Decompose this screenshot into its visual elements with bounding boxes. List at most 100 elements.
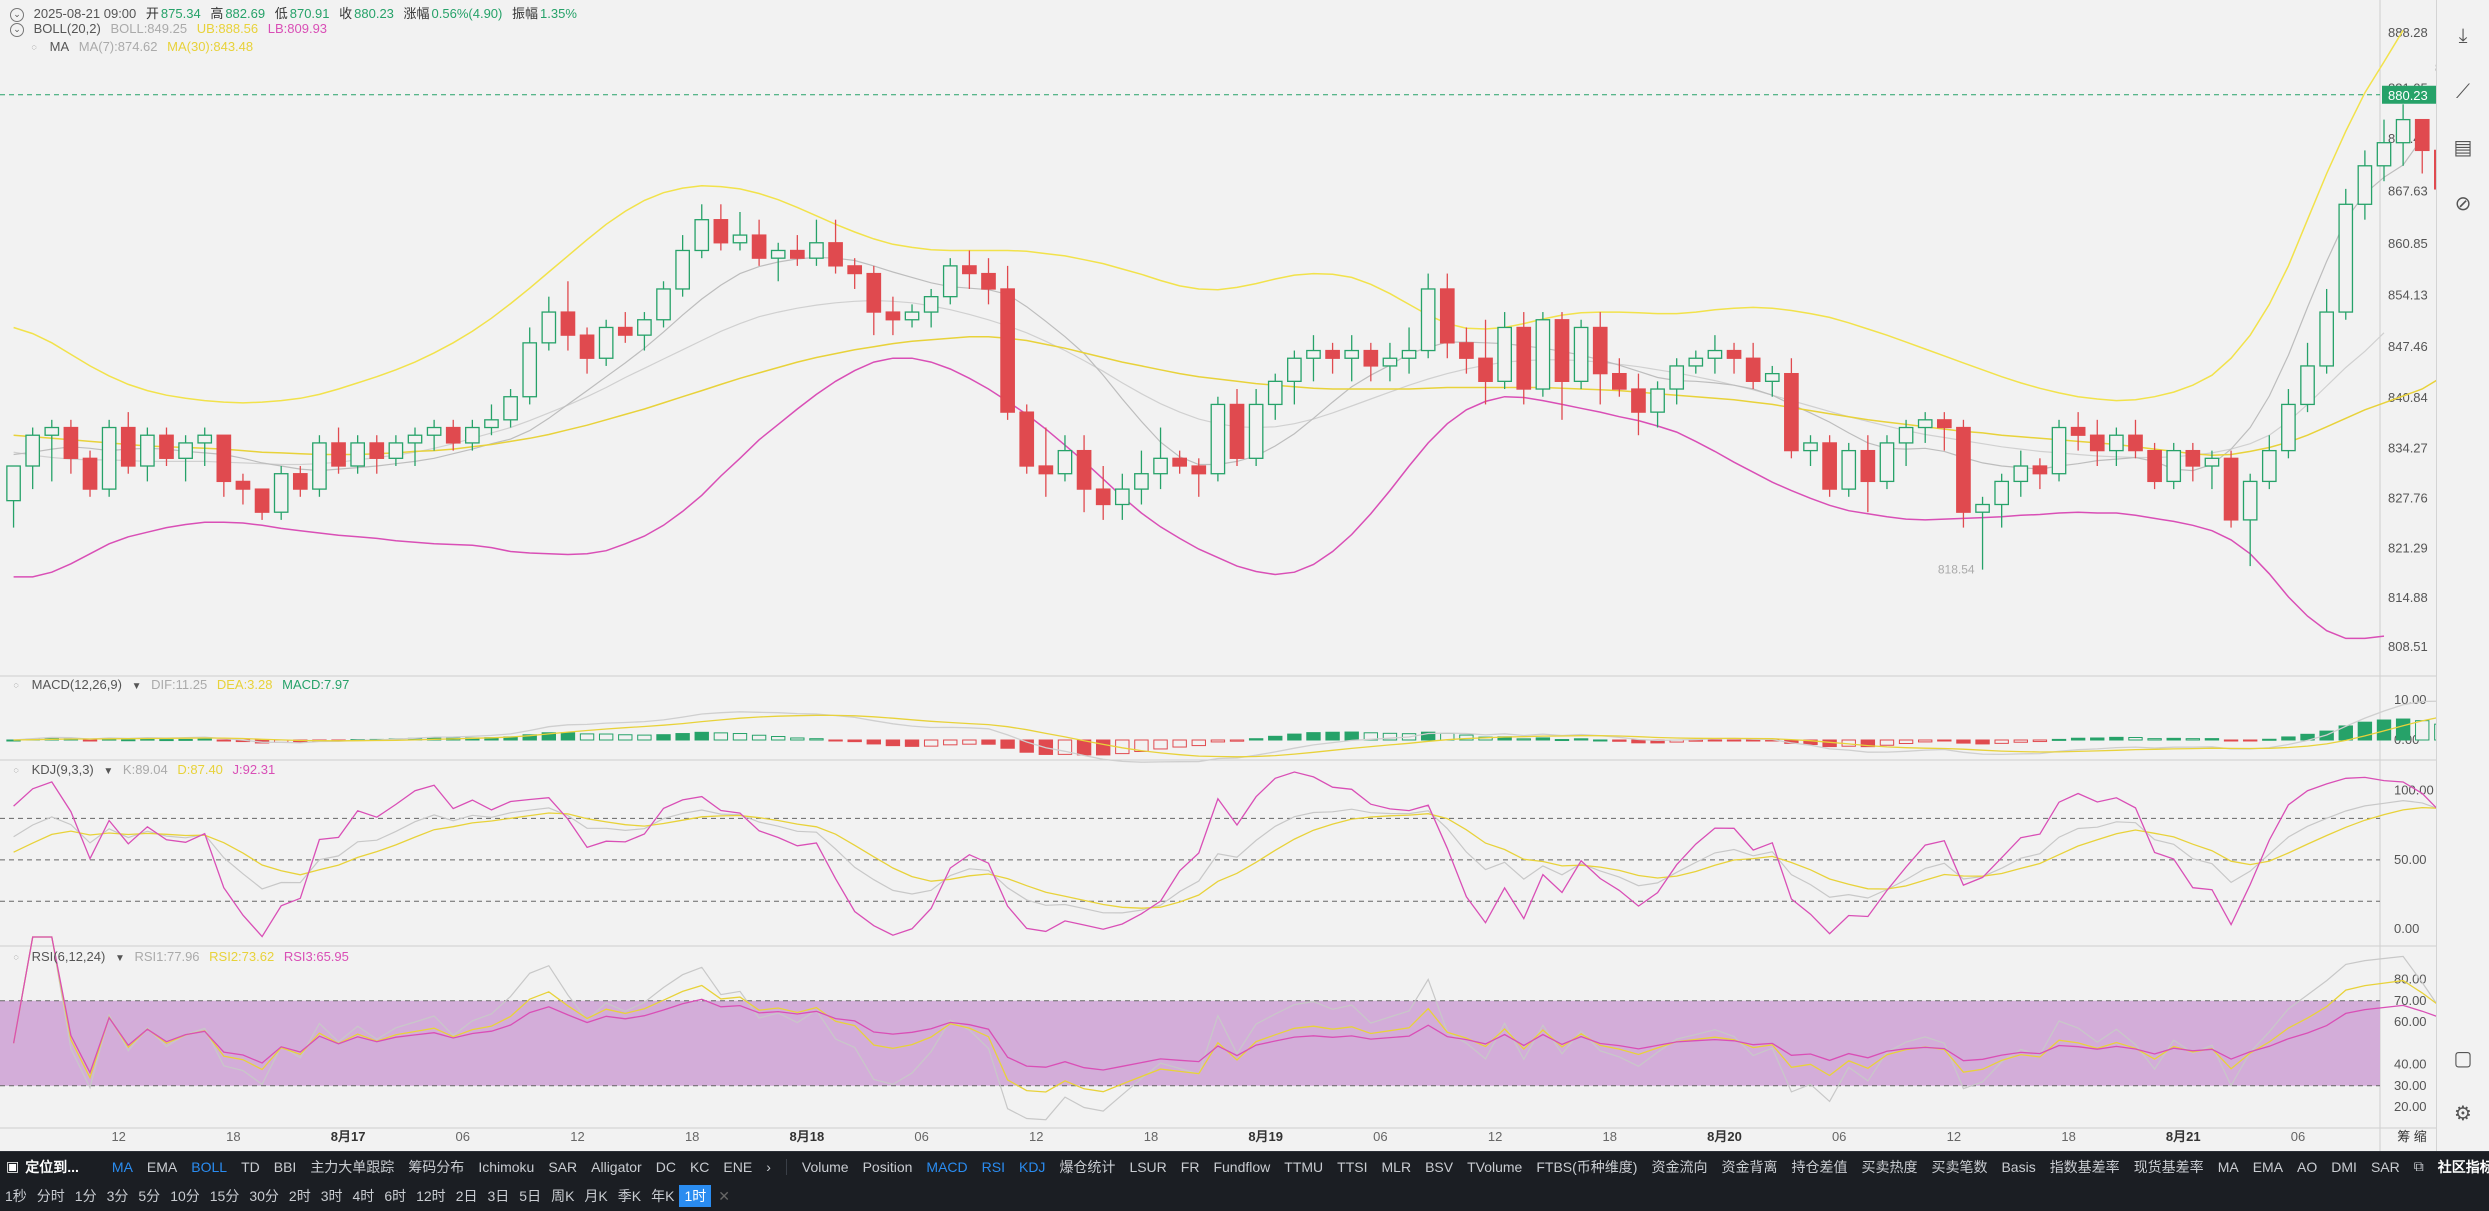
interval-20[interactable]: 1时 <box>679 1185 712 1207</box>
interval-0[interactable]: 1秒 <box>5 1188 27 1204</box>
macd-histogram-bar <box>1535 737 1551 741</box>
candle-body <box>1803 442 1818 452</box>
indicator-4[interactable]: BBI <box>273 1158 297 1175</box>
indicator-22[interactable]: TTMU <box>1284 1158 1324 1175</box>
macd-histogram-bar <box>2204 738 2220 741</box>
indicator-0[interactable]: MA <box>111 1158 133 1175</box>
indicator-11[interactable]: KC <box>689 1158 710 1175</box>
indicator-19[interactable]: LSUR <box>1129 1158 1167 1175</box>
indicator-27[interactable]: FTBS(币种维度) <box>1536 1158 1638 1175</box>
interval-11[interactable]: 6时 <box>384 1188 407 1204</box>
chevron-right-icon[interactable]: › <box>766 1158 771 1175</box>
interval-9[interactable]: 3时 <box>320 1188 343 1204</box>
eye-icon[interactable]: ◌ <box>31 41 37 52</box>
indicator-17[interactable]: KDJ <box>1018 1158 1046 1175</box>
chart-canvas[interactable]: 888.28881.05874.46867.63860.85854.13847.… <box>0 0 2489 1151</box>
interval-12[interactable]: 12时 <box>416 1188 446 1204</box>
indicator-40[interactable]: SAR <box>2370 1158 2400 1175</box>
indicator-28[interactable]: 资金流向 <box>1651 1158 1708 1175</box>
interval-14[interactable]: 3日 <box>487 1188 510 1204</box>
candle-body <box>1420 288 1436 352</box>
macd-histogram-bar <box>1898 739 1914 745</box>
indicator-31[interactable]: 买卖热度 <box>1861 1158 1918 1175</box>
indicator-12[interactable]: ENE <box>723 1158 753 1175</box>
indicator-36[interactable]: MA <box>2217 1158 2239 1175</box>
rsi-name[interactable]: RSI(6,12,24) <box>31 949 106 964</box>
interval-16[interactable]: 周K <box>551 1188 575 1204</box>
indicator-33[interactable]: Basis <box>2001 1158 2036 1175</box>
indicator-7[interactable]: Ichimoku <box>478 1158 535 1175</box>
eye-icon[interactable]: ◌ <box>13 951 19 962</box>
indicator-6[interactable]: 筹码分布 <box>408 1158 465 1175</box>
rsi-menu-icon[interactable]: ▼ <box>114 953 125 964</box>
indicator-13[interactable]: Volume <box>801 1158 849 1175</box>
indicator-21[interactable]: Fundflow <box>1213 1158 1271 1175</box>
line-chart-icon[interactable]: ⟋ <box>2456 81 2470 103</box>
indicator-39[interactable]: DMI <box>2331 1158 2357 1175</box>
indicator-32[interactable]: 买卖笔数 <box>1931 1158 1988 1175</box>
interval-13[interactable]: 2日 <box>455 1188 478 1204</box>
community-icon[interactable]: ⧉ <box>2413 1158 2424 1174</box>
indicator-38[interactable]: AO <box>2297 1158 2318 1175</box>
indicator-15[interactable]: MACD <box>926 1158 968 1175</box>
indicator-37[interactable]: EMA <box>2252 1158 2284 1175</box>
template-icon[interactable]: ▢ <box>2453 1048 2473 1070</box>
eye-icon[interactable]: ◌ <box>13 764 19 775</box>
indicator-5[interactable]: 主力大单跟踪 <box>310 1158 395 1175</box>
indicator-icon[interactable]: ▤ <box>2453 137 2473 159</box>
interval-19[interactable]: 年K <box>651 1188 675 1204</box>
macd-menu-icon[interactable]: ▼ <box>131 681 142 692</box>
indicator-10[interactable]: DC <box>655 1158 676 1175</box>
pin-indicator[interactable]: ▣ 定位到... <box>0 1157 89 1177</box>
indicator-8[interactable]: SAR <box>548 1158 578 1175</box>
interval-8[interactable]: 2时 <box>288 1188 311 1204</box>
macd-histogram-bar <box>885 739 901 747</box>
indicator-3[interactable]: TD <box>241 1158 260 1175</box>
indicator-1[interactable]: EMA <box>146 1158 178 1175</box>
settings-icon[interactable]: ⚙ <box>2454 1103 2472 1125</box>
kdj-name[interactable]: KDJ(9,3,3) <box>31 762 94 777</box>
collapse-icon[interactable]: ⌄ <box>10 22 24 37</box>
candle-body <box>1210 403 1226 475</box>
kdj-menu-icon[interactable]: ▼ <box>103 766 114 777</box>
interval-2[interactable]: 1分 <box>74 1188 97 1204</box>
macd-histogram-bar <box>1918 739 1933 743</box>
indicator-26[interactable]: TVolume <box>1467 1158 1523 1175</box>
interval-1[interactable]: 分时 <box>36 1188 65 1204</box>
interval-6[interactable]: 15分 <box>209 1188 240 1204</box>
indicator-16[interactable]: RSI <box>981 1158 1005 1175</box>
indicator-23[interactable]: TTSI <box>1337 1158 1368 1175</box>
interval-5[interactable]: 10分 <box>170 1188 200 1204</box>
indicator-25[interactable]: BSV <box>1425 1158 1454 1175</box>
indicator-35[interactable]: 现货基差率 <box>2133 1158 2204 1175</box>
candle-body <box>445 426 461 444</box>
interval-10[interactable]: 4时 <box>352 1188 375 1204</box>
interval-15[interactable]: 5日 <box>519 1188 542 1204</box>
community-indicators-button[interactable]: 社区指标 <box>2437 1158 2489 1175</box>
boll-name[interactable]: BOLL(20,2) <box>33 21 101 36</box>
macd-name[interactable]: MACD(12,26,9) <box>31 677 122 692</box>
indicator-18[interactable]: 爆仓统计 <box>1059 1158 1116 1175</box>
indicator-9[interactable]: Alligator <box>591 1158 642 1175</box>
interval-7[interactable]: 30分 <box>249 1188 279 1204</box>
indicator-2[interactable]: BOLL <box>191 1158 228 1175</box>
indicator-34[interactable]: 指数基差率 <box>2049 1158 2120 1175</box>
collapse-icon[interactable]: ⌄ <box>10 7 24 22</box>
download-icon[interactable]: ⤓ <box>2458 25 2468 47</box>
eye-icon[interactable]: ◌ <box>13 679 19 690</box>
indicator-30[interactable]: 持仓差值 <box>1791 1158 1848 1175</box>
macd-histogram-bar <box>140 738 155 741</box>
ma-name[interactable]: MA <box>49 39 70 54</box>
interval-3[interactable]: 3分 <box>106 1188 129 1204</box>
compare-icon[interactable]: ⊘ <box>2454 193 2472 215</box>
indicator-20[interactable]: FR <box>1180 1158 1200 1175</box>
candle-body <box>254 488 270 513</box>
close-icon[interactable]: ✕ <box>718 1187 730 1204</box>
indicator-24[interactable]: MLR <box>1381 1158 1412 1175</box>
candle-body <box>1936 419 1952 429</box>
interval-17[interactable]: 月K <box>584 1188 608 1204</box>
indicator-14[interactable]: Position <box>862 1158 913 1175</box>
interval-4[interactable]: 5分 <box>138 1188 161 1204</box>
interval-18[interactable]: 季K <box>617 1188 642 1204</box>
indicator-29[interactable]: 资金背离 <box>1721 1158 1778 1175</box>
